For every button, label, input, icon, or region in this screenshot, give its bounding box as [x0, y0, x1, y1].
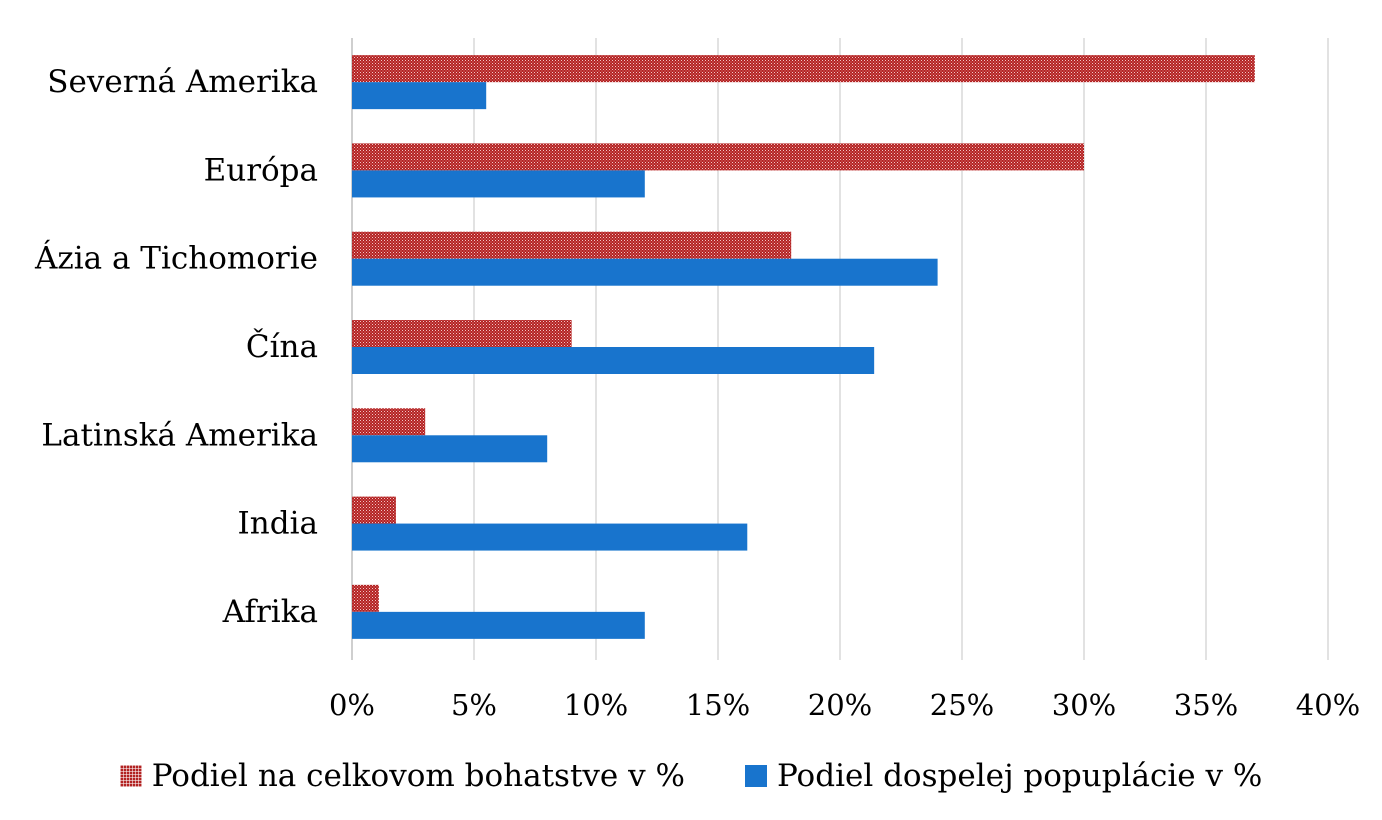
category-label: Európa [204, 152, 318, 188]
legend: Podiel na celkovom bohatstve v % Podiel … [0, 752, 1382, 800]
x-tick-label: 0% [329, 688, 375, 722]
bar-population [352, 435, 548, 463]
bar-population [352, 82, 487, 110]
bar-wealth [352, 231, 792, 259]
legend-item-wealth: Podiel na celkovom bohatstve v % [119, 758, 685, 794]
bar-wealth [352, 143, 1084, 171]
x-tick-label: 15% [686, 688, 750, 722]
category-label: Ázia a Tichomorie [34, 239, 318, 277]
legend-swatch-wealth [119, 765, 142, 787]
bar-population [352, 347, 875, 374]
x-tick-label: 20% [808, 688, 872, 722]
bar-wealth [352, 55, 1255, 83]
legend-swatch-population [744, 765, 767, 787]
category-labels: Severná Amerika Európa Ázia a Tichomorie Čí… [34, 64, 318, 630]
category-label: India [238, 506, 318, 542]
category-label: Čína [246, 327, 318, 365]
x-tick-labels: 0% 5% 10% 15% 20% 25% 30% 35% 40% [329, 688, 1360, 722]
category-label: Latinská Amerika [41, 417, 318, 453]
legend-item-population: Podiel dospelej popuplácie v % [744, 758, 1263, 794]
bar-population [352, 611, 645, 639]
category-label: Severná Amerika [47, 64, 318, 100]
bar-wealth [352, 320, 572, 347]
bar-wealth [352, 408, 426, 436]
bars [352, 55, 1255, 639]
bar-wealth [352, 496, 396, 524]
bar-wealth [352, 584, 379, 612]
legend-label-population: Podiel dospelej popuplácie v % [776, 758, 1263, 794]
x-tick-label: 10% [564, 688, 628, 722]
x-tick-label: 30% [1052, 688, 1116, 722]
bar-population [352, 258, 938, 286]
x-tick-label: 5% [451, 688, 497, 722]
chart-plot: Severná Amerika Európa Ázia a Tichomorie Čí… [34, 38, 1360, 722]
x-tick-label: 25% [930, 688, 994, 722]
category-label: Afrika [222, 594, 318, 630]
x-tick-label: 35% [1174, 688, 1238, 722]
legend-label-wealth: Podiel na celkovom bohatstve v % [151, 758, 685, 794]
bar-population [352, 523, 748, 551]
bar-population [352, 170, 645, 198]
x-tick-label: 40% [1296, 688, 1360, 722]
